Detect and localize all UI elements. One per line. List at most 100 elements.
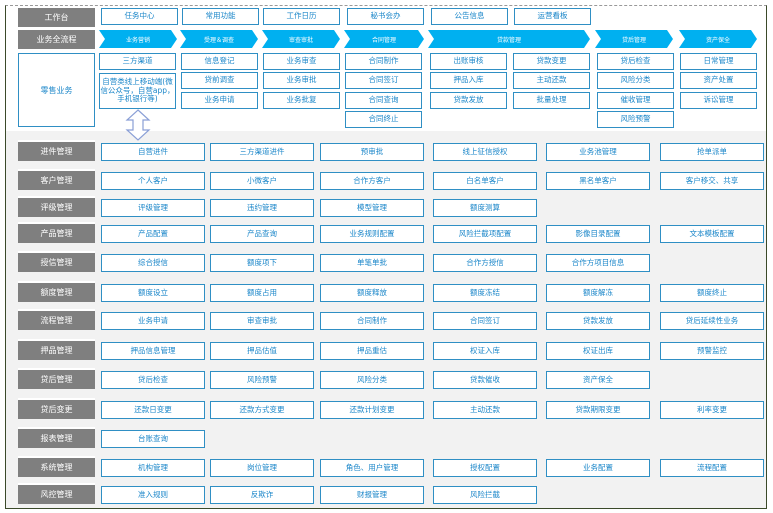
module-item[interactable]: 贷后检查	[101, 371, 205, 389]
module-item[interactable]: 黑名单客户	[546, 172, 650, 190]
module-item[interactable]: 额度测算	[433, 199, 537, 217]
module-item[interactable]: 抢单派单	[660, 143, 764, 161]
module-item[interactable]: 财报管理	[320, 486, 424, 504]
retail-item[interactable]: 风险预警	[597, 111, 674, 128]
module-item[interactable]: 评级管理	[101, 199, 205, 217]
module-item[interactable]: 业务配置	[546, 459, 650, 477]
retail-item[interactable]: 合同查询	[345, 92, 422, 109]
module-item[interactable]: 线上征信授权	[433, 143, 537, 161]
module-item[interactable]: 产品查询	[210, 225, 314, 243]
module-item[interactable]: 个人客户	[101, 172, 205, 190]
module-item[interactable]: 合作方授信	[433, 254, 537, 272]
module-item[interactable]: 押品估值	[210, 342, 314, 360]
module-item[interactable]: 小微客户	[210, 172, 314, 190]
workbench-item[interactable]: 常用功能	[182, 8, 259, 25]
module-item[interactable]: 台账查询	[101, 430, 205, 448]
module-item[interactable]: 贷款期限变更	[546, 401, 650, 419]
module-item[interactable]: 客户移交、共享	[660, 172, 764, 190]
module-item[interactable]: 风险分类	[320, 371, 424, 389]
module-item[interactable]: 业务申请	[101, 312, 205, 330]
retail-item[interactable]: 业务批复	[263, 92, 340, 109]
retail-item[interactable]: 诉讼管理	[680, 92, 757, 109]
retail-item[interactable]: 出账审核	[430, 53, 507, 70]
retail-item[interactable]: 三方渠道	[99, 53, 176, 70]
retail-item[interactable]: 风险分类	[597, 72, 674, 89]
retail-item[interactable]: 贷款变更	[513, 53, 590, 70]
module-item[interactable]: 预审批	[320, 143, 424, 161]
retail-item[interactable]: 贷前调查	[181, 72, 258, 89]
module-item[interactable]: 机构管理	[101, 459, 205, 477]
workbench-item[interactable]: 公告信息	[431, 8, 508, 25]
flow-stage[interactable]: 合同管理	[344, 30, 424, 48]
retail-item[interactable]: 日常管理	[680, 53, 757, 70]
module-item[interactable]: 授权配置	[433, 459, 537, 477]
retail-item[interactable]: 主动还款	[513, 72, 590, 89]
module-item[interactable]: 额度释放	[320, 284, 424, 302]
module-item[interactable]: 审查审批	[210, 312, 314, 330]
module-item[interactable]: 合作方项目信息	[546, 254, 650, 272]
retail-item[interactable]: 批量处理	[513, 92, 590, 109]
retail-item[interactable]: 贷款发放	[430, 92, 507, 109]
module-item[interactable]: 资产保全	[546, 371, 650, 389]
module-item[interactable]: 三方渠道进件	[210, 143, 314, 161]
retail-item[interactable]: 资产处置	[680, 72, 757, 89]
module-item[interactable]: 反欺诈	[210, 486, 314, 504]
workbench-item[interactable]: 工作日历	[263, 8, 340, 25]
module-item[interactable]: 预警监控	[660, 342, 764, 360]
module-item[interactable]: 主动还款	[433, 401, 537, 419]
module-item[interactable]: 业务池管理	[546, 143, 650, 161]
flow-stage[interactable]: 贷后管理	[595, 30, 673, 48]
module-item[interactable]: 文本模板配置	[660, 225, 764, 243]
retail-item[interactable]: 信息登记	[181, 53, 258, 70]
module-item[interactable]: 押品重估	[320, 342, 424, 360]
module-item[interactable]: 合同制作	[320, 312, 424, 330]
workbench-item[interactable]: 任务中心	[101, 8, 178, 25]
module-item[interactable]: 还款方式变更	[210, 401, 314, 419]
module-item[interactable]: 综合授信	[101, 254, 205, 272]
module-item[interactable]: 角色、用户管理	[320, 459, 424, 477]
retail-item[interactable]: 押品入库	[430, 72, 507, 89]
module-item[interactable]: 自营进件	[101, 143, 205, 161]
retail-item[interactable]: 贷后检查	[597, 53, 674, 70]
retail-item[interactable]: 合同制作	[345, 53, 422, 70]
module-item[interactable]: 风险拦截项配置	[433, 225, 537, 243]
module-item[interactable]: 还款计划变更	[320, 401, 424, 419]
retail-item[interactable]: 业务申请	[181, 92, 258, 109]
module-item[interactable]: 准入规则	[101, 486, 205, 504]
retail-item[interactable]: 合同签订	[345, 72, 422, 89]
module-item[interactable]: 合作方客户	[320, 172, 424, 190]
retail-item[interactable]: 催收管理	[597, 92, 674, 109]
retail-item[interactable]: 业务审批	[263, 72, 340, 89]
module-item[interactable]: 贷款催收	[433, 371, 537, 389]
module-item[interactable]: 风险预警	[210, 371, 314, 389]
module-item[interactable]: 额度终止	[660, 284, 764, 302]
module-item[interactable]: 权证入库	[433, 342, 537, 360]
flow-stage[interactable]: 贷款管理	[428, 30, 590, 48]
module-item[interactable]: 流程配置	[660, 459, 764, 477]
flow-stage[interactable]: 受理＆调查	[180, 30, 258, 48]
module-item[interactable]: 额度设立	[101, 284, 205, 302]
module-item[interactable]: 权证出库	[546, 342, 650, 360]
module-item[interactable]: 模型管理	[320, 199, 424, 217]
module-item[interactable]: 岗位管理	[210, 459, 314, 477]
flow-stage[interactable]: 资产保全	[679, 30, 757, 48]
module-item[interactable]: 单笔单批	[320, 254, 424, 272]
module-item[interactable]: 白名单客户	[433, 172, 537, 190]
module-item[interactable]: 贷款发放	[546, 312, 650, 330]
module-item[interactable]: 合同签订	[433, 312, 537, 330]
module-item[interactable]: 影像目录配置	[546, 225, 650, 243]
module-item[interactable]: 违约管理	[210, 199, 314, 217]
retail-item[interactable]: 业务审查	[263, 53, 340, 70]
module-item[interactable]: 贷后延续性业务	[660, 312, 764, 330]
module-item[interactable]: 额度占用	[210, 284, 314, 302]
module-item[interactable]: 利率变更	[660, 401, 764, 419]
module-item[interactable]: 押品信息管理	[101, 342, 205, 360]
module-item[interactable]: 额度解冻	[546, 284, 650, 302]
module-item[interactable]: 产品配置	[101, 225, 205, 243]
retail-item[interactable]: 自营类线上移动端(微信公众号，自营app，手机银行等)	[99, 73, 176, 109]
flow-stage[interactable]: 审查审批	[262, 30, 340, 48]
flow-stage[interactable]: 业务营销	[99, 30, 177, 48]
module-item[interactable]: 额度冻结	[433, 284, 537, 302]
module-item[interactable]: 额度项下	[210, 254, 314, 272]
module-item[interactable]: 还款日变更	[101, 401, 205, 419]
